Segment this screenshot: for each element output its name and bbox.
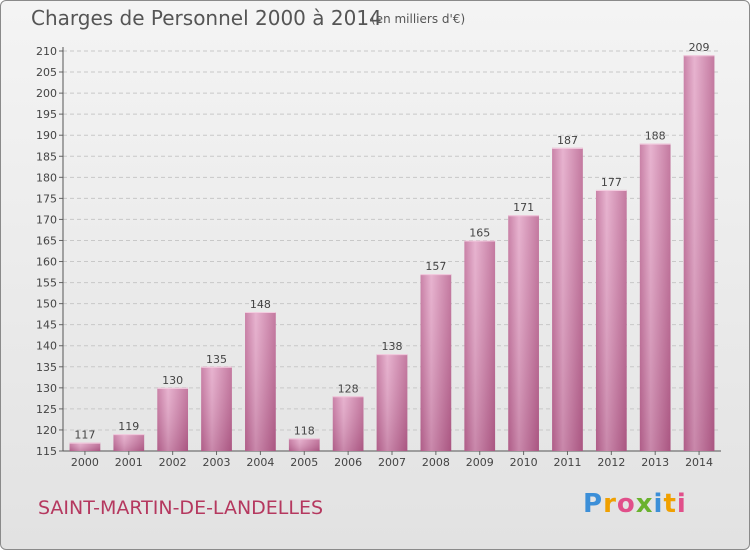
bar-shade <box>464 240 496 451</box>
bar-shade <box>420 274 452 451</box>
bar <box>288 438 320 451</box>
bar-value-label: 188 <box>645 130 666 143</box>
logo-letter: i <box>676 489 687 519</box>
bar-value-label: 130 <box>162 374 183 387</box>
bar <box>201 366 232 451</box>
bar-shade <box>288 438 320 451</box>
y-tick-label: 135 <box>36 361 57 374</box>
bar-value-label: 209 <box>689 41 710 54</box>
bar-shade <box>595 189 627 451</box>
bar <box>420 274 452 451</box>
bar-value-label: 148 <box>250 298 271 311</box>
bar <box>508 215 539 451</box>
y-tick-label: 165 <box>36 234 57 247</box>
y-tick-label: 140 <box>36 340 57 353</box>
bar <box>595 189 627 451</box>
bar-shade <box>69 442 101 451</box>
bar <box>639 143 671 451</box>
x-tick-label: 2013 <box>641 456 669 469</box>
y-tick-label: 150 <box>36 298 57 311</box>
y-tick-label: 200 <box>36 87 57 100</box>
x-tick-label: 2007 <box>378 456 406 469</box>
y-tick-label: 175 <box>36 192 57 205</box>
x-tick-label: 2014 <box>685 456 713 469</box>
bar-value-label: 118 <box>294 424 315 437</box>
x-tick-label: 2010 <box>510 456 538 469</box>
x-tick-label: 2003 <box>203 456 231 469</box>
bar-value-label: 117 <box>74 429 95 442</box>
chart-subtitle: (en milliers d'€) <box>371 12 466 26</box>
bar-value-label: 171 <box>513 201 534 214</box>
logo-letter: t <box>663 489 677 519</box>
bar-value-label: 119 <box>118 420 139 433</box>
bar <box>376 354 408 451</box>
y-tick-label: 205 <box>36 66 57 79</box>
x-tick-label: 2000 <box>71 456 99 469</box>
bar-value-label: 187 <box>557 134 578 147</box>
x-tick-label: 2005 <box>290 456 318 469</box>
x-tick-label: 2004 <box>246 456 274 469</box>
y-tick-label: 145 <box>36 319 57 332</box>
y-tick-label: 125 <box>36 403 57 416</box>
y-tick-label: 210 <box>36 45 57 58</box>
y-tick-label: 155 <box>36 277 57 290</box>
y-tick-label: 185 <box>36 150 57 163</box>
bar-value-label: 135 <box>206 353 227 366</box>
y-tick-labels: 115 120 125 130 135 140 145 150 155 160 165 170 175 1… <box>36 45 57 458</box>
proxiti-logo: Proxiti <box>583 489 687 519</box>
bar-shade <box>332 396 364 451</box>
bar-shade <box>552 147 583 451</box>
y-tick-label: 195 <box>36 108 57 121</box>
x-tick-labels: 2000 2001 2002 2003 2004 2005 2006 2007 2008 2009… <box>71 451 713 469</box>
bar-value-labels: 117 119 130 135 148 118 128 138 157 165 171 187 177 1… <box>74 41 709 441</box>
y-tick-label: 170 <box>36 213 57 226</box>
bar <box>683 55 715 452</box>
bar-value-label: 128 <box>338 382 359 395</box>
bar <box>113 434 145 451</box>
bar-value-label: 157 <box>425 260 446 273</box>
place-name: SAINT-MARTIN-DE-LANDELLES <box>38 497 324 519</box>
bar-shade <box>245 312 276 451</box>
logo-letter: x <box>635 489 654 519</box>
y-tick-label: 160 <box>36 256 57 269</box>
x-tick-label: 2001 <box>115 456 143 469</box>
y-tick-label: 115 <box>36 445 57 458</box>
bar-shade <box>639 143 671 451</box>
bar-shade <box>376 354 408 451</box>
bar-shade <box>157 387 189 451</box>
bar <box>552 147 583 451</box>
logo-letter: P <box>583 489 604 519</box>
logo-letter: i <box>653 489 664 519</box>
y-tick-label: 120 <box>36 424 57 437</box>
bar <box>69 442 101 451</box>
bar <box>157 387 189 451</box>
bar-shade <box>201 366 232 451</box>
x-tick-label: 2008 <box>422 456 450 469</box>
bar-value-label: 165 <box>469 226 490 239</box>
y-tick-label: 130 <box>36 382 57 395</box>
bar-value-label: 138 <box>382 340 403 353</box>
x-tick-label: 2011 <box>553 456 581 469</box>
y-tick-label: 180 <box>36 171 57 184</box>
x-tick-label: 2006 <box>334 456 362 469</box>
logo-letter: o <box>616 489 636 519</box>
bars <box>69 55 715 452</box>
bar <box>245 312 276 451</box>
bar-shade <box>683 55 715 452</box>
x-tick-label: 2002 <box>159 456 187 469</box>
bar-shade <box>508 215 539 451</box>
x-tick-label: 2012 <box>597 456 625 469</box>
logo-letter: r <box>603 489 617 519</box>
bar-value-label: 177 <box>601 176 622 189</box>
bar <box>332 396 364 451</box>
x-tick-label: 2009 <box>466 456 494 469</box>
bar <box>464 240 496 451</box>
y-tick-label: 190 <box>36 129 57 142</box>
bar-shade <box>113 434 145 451</box>
chart-title: Charges de Personnel 2000 à 2014 <box>31 6 382 30</box>
